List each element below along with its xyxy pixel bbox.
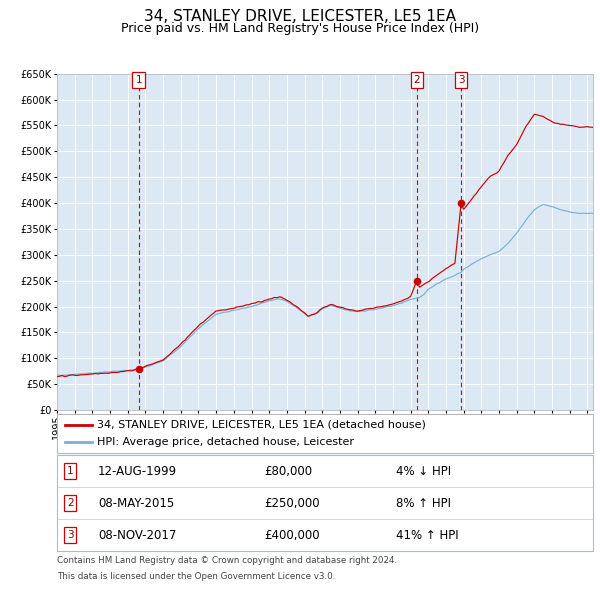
Text: HPI: Average price, detached house, Leicester: HPI: Average price, detached house, Leic… [97,437,354,447]
Text: 1: 1 [67,467,74,476]
Text: 34, STANLEY DRIVE, LEICESTER, LE5 1EA: 34, STANLEY DRIVE, LEICESTER, LE5 1EA [144,9,456,24]
Text: 2: 2 [413,75,420,85]
Text: Price paid vs. HM Land Registry's House Price Index (HPI): Price paid vs. HM Land Registry's House … [121,22,479,35]
Text: 34, STANLEY DRIVE, LEICESTER, LE5 1EA (detached house): 34, STANLEY DRIVE, LEICESTER, LE5 1EA (d… [97,419,426,430]
Text: 1: 1 [136,75,142,85]
Text: 41% ↑ HPI: 41% ↑ HPI [396,529,458,542]
Text: This data is licensed under the Open Government Licence v3.0.: This data is licensed under the Open Gov… [57,572,335,581]
Text: 2: 2 [67,499,74,508]
FancyBboxPatch shape [57,414,593,453]
Text: £80,000: £80,000 [264,465,312,478]
Text: £400,000: £400,000 [264,529,320,542]
Text: 12-AUG-1999: 12-AUG-1999 [98,465,177,478]
Text: 3: 3 [67,530,74,540]
Text: 08-NOV-2017: 08-NOV-2017 [98,529,176,542]
Text: 3: 3 [458,75,464,85]
Text: 8% ↑ HPI: 8% ↑ HPI [396,497,451,510]
Text: 08-MAY-2015: 08-MAY-2015 [98,497,174,510]
Text: Contains HM Land Registry data © Crown copyright and database right 2024.: Contains HM Land Registry data © Crown c… [57,556,397,565]
Text: 4% ↓ HPI: 4% ↓ HPI [396,465,451,478]
Text: £250,000: £250,000 [264,497,320,510]
